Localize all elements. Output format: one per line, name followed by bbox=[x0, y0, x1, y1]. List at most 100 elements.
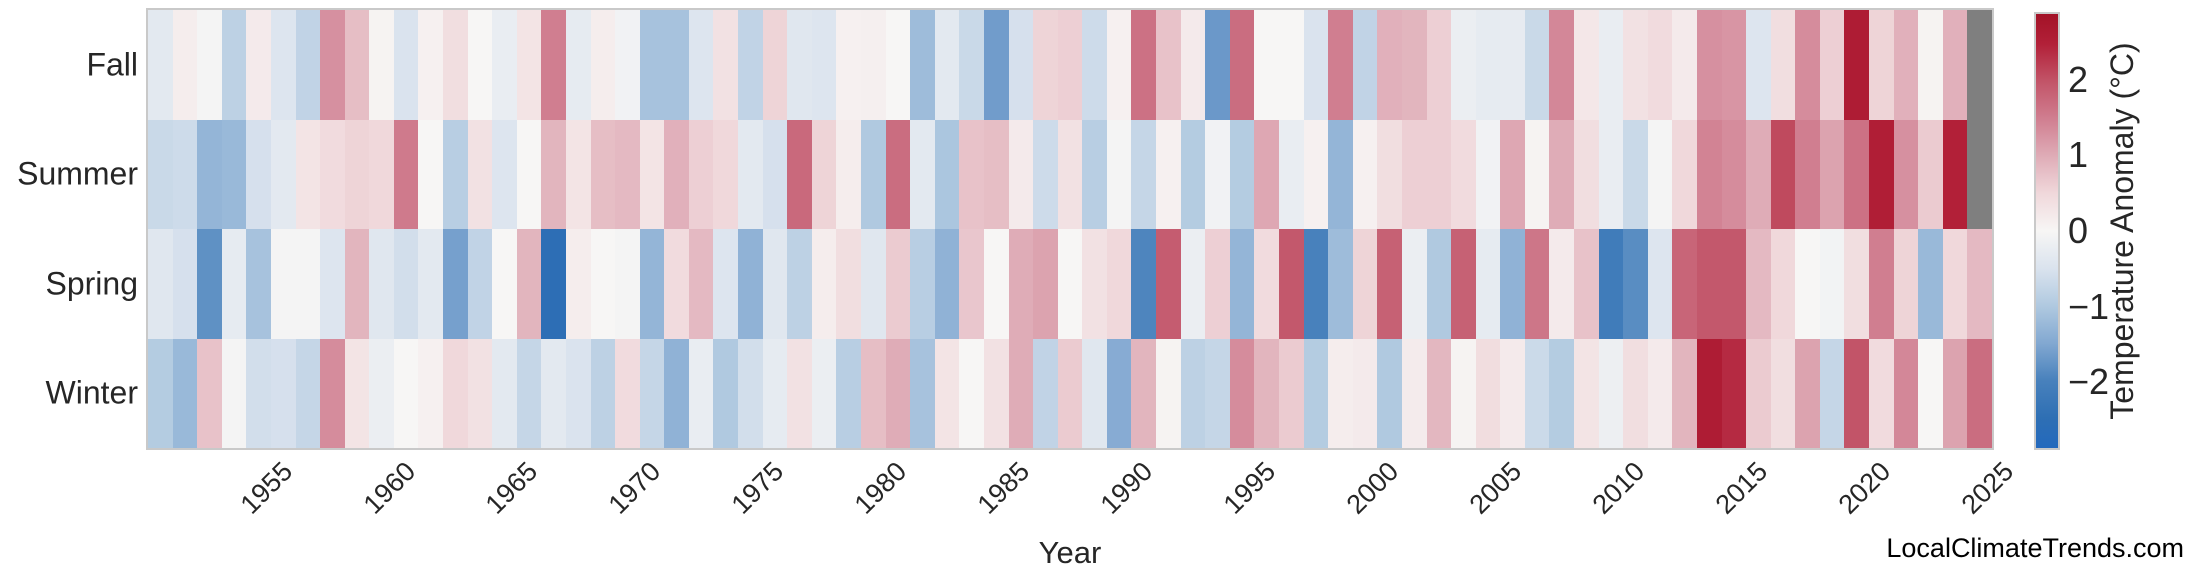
heatmap-cell bbox=[836, 338, 861, 448]
heatmap-cell bbox=[787, 338, 812, 448]
heatmap-cell bbox=[836, 119, 861, 229]
heatmap-cell bbox=[1156, 10, 1181, 120]
heatmap-cell bbox=[934, 229, 960, 339]
heatmap-cell bbox=[270, 10, 296, 120]
colorbar-tick-label: 0 bbox=[2068, 210, 2089, 251]
heatmap-cell bbox=[1401, 229, 1427, 339]
heatmap-cell bbox=[787, 119, 812, 229]
heatmap-cell bbox=[1967, 10, 1992, 120]
heatmap-cell bbox=[1033, 229, 1058, 339]
heatmap-cell bbox=[1721, 229, 1747, 339]
heatmap-cell bbox=[1819, 229, 1845, 339]
colorbar-gradient bbox=[2036, 14, 2058, 448]
heatmap-cell bbox=[983, 119, 1009, 229]
colorbar-tick-label: 1 bbox=[2068, 134, 2089, 176]
heatmap-cell bbox=[1795, 338, 1820, 448]
heatmap-cell bbox=[1205, 119, 1230, 229]
heatmap-cell bbox=[1598, 10, 1624, 120]
heatmap-cell bbox=[1008, 10, 1034, 120]
heatmap-cell bbox=[787, 229, 812, 339]
heatmap-cell bbox=[1229, 119, 1255, 229]
heatmap-cell bbox=[1180, 229, 1206, 339]
colorbar-title: Temperature Anomaly (°C) bbox=[2104, 42, 2140, 420]
heatmap-cell bbox=[1598, 338, 1624, 448]
heatmap-cell bbox=[1156, 229, 1181, 339]
heatmap-cell bbox=[492, 338, 517, 448]
heatmap-cell bbox=[320, 119, 345, 229]
heatmap-cell bbox=[1451, 10, 1476, 120]
heatmap-cell bbox=[541, 338, 566, 448]
heatmap-cell bbox=[393, 119, 419, 229]
row-label-spring: Spring bbox=[45, 265, 139, 302]
heatmap-cell bbox=[688, 10, 714, 120]
x-tick-label: 2020 bbox=[1832, 456, 1896, 520]
heatmap-cell bbox=[1033, 338, 1058, 448]
heatmap-cell bbox=[1721, 119, 1747, 229]
heatmap-cell bbox=[1451, 229, 1476, 339]
heatmap-cell bbox=[1328, 10, 1353, 120]
heatmap-cell bbox=[467, 229, 493, 339]
heatmap-cell bbox=[1893, 10, 1919, 120]
heatmap-cell bbox=[615, 10, 640, 120]
heatmap-cell bbox=[762, 229, 788, 339]
heatmap-cell bbox=[787, 10, 812, 120]
heatmap-cell bbox=[1278, 338, 1304, 448]
heatmap-cell bbox=[1770, 338, 1796, 448]
heatmap-cell bbox=[1918, 119, 1943, 229]
heatmap-cell bbox=[688, 229, 714, 339]
heatmap-cell bbox=[1082, 119, 1107, 229]
heatmap-cell bbox=[369, 229, 394, 339]
heatmap-cell bbox=[934, 10, 960, 120]
heatmap-cell bbox=[639, 10, 665, 120]
heatmap-cell bbox=[1942, 338, 1968, 448]
heatmap-cell bbox=[1426, 229, 1452, 339]
heatmap-cell bbox=[1869, 338, 1894, 448]
heatmap-cell bbox=[1844, 229, 1870, 339]
heatmap-cell bbox=[1156, 338, 1181, 448]
heatmap-cell bbox=[172, 10, 198, 120]
heatmap-cell bbox=[639, 229, 665, 339]
heatmap-cell bbox=[148, 338, 173, 448]
heatmap-cell bbox=[1131, 229, 1157, 339]
heatmap-cell bbox=[738, 119, 763, 229]
heatmap-cell bbox=[1967, 338, 1992, 448]
heatmap-cell bbox=[148, 229, 173, 339]
colorbar-tick-label: −1 bbox=[2068, 285, 2110, 327]
row-label-winter: Winter bbox=[45, 374, 138, 411]
heatmap-cell bbox=[1967, 229, 1992, 339]
heatmap-plot-frame bbox=[146, 8, 1994, 450]
heatmap-cell bbox=[1647, 119, 1673, 229]
heatmap-cell bbox=[1401, 119, 1427, 229]
heatmap-cell bbox=[861, 229, 886, 339]
heatmap-cell bbox=[1475, 338, 1501, 448]
heatmap-cell bbox=[565, 338, 591, 448]
heatmap-cell bbox=[861, 119, 886, 229]
heatmap-cell bbox=[1352, 119, 1378, 229]
heatmap-cell bbox=[1033, 10, 1058, 120]
heatmap-grid bbox=[148, 10, 1992, 448]
heatmap-cell bbox=[1303, 119, 1329, 229]
heatmap-cell bbox=[1746, 338, 1771, 448]
heatmap-cell bbox=[1229, 229, 1255, 339]
heatmap-cell bbox=[1106, 338, 1132, 448]
heatmap-cell bbox=[369, 119, 394, 229]
heatmap-cell bbox=[1647, 338, 1673, 448]
heatmap-cell bbox=[811, 10, 837, 120]
heatmap-cell bbox=[639, 119, 665, 229]
heatmap-cell bbox=[1303, 229, 1329, 339]
x-tick-label: 2010 bbox=[1586, 456, 1651, 520]
heatmap-cell bbox=[1180, 10, 1206, 120]
x-tick-label: 2000 bbox=[1340, 456, 1405, 520]
heatmap-cell bbox=[1770, 119, 1796, 229]
heatmap-cell bbox=[1352, 10, 1378, 120]
heatmap-cell bbox=[565, 119, 591, 229]
row-label-summer: Summer bbox=[17, 155, 138, 192]
heatmap-cell bbox=[246, 119, 271, 229]
heatmap-cell bbox=[615, 119, 640, 229]
x-tick-label: 1955 bbox=[234, 456, 298, 520]
heatmap-cell bbox=[1623, 229, 1648, 339]
heatmap-cell bbox=[910, 229, 935, 339]
heatmap-cell bbox=[836, 10, 861, 120]
heatmap-cell bbox=[246, 338, 271, 448]
heatmap-cell bbox=[1500, 10, 1525, 120]
